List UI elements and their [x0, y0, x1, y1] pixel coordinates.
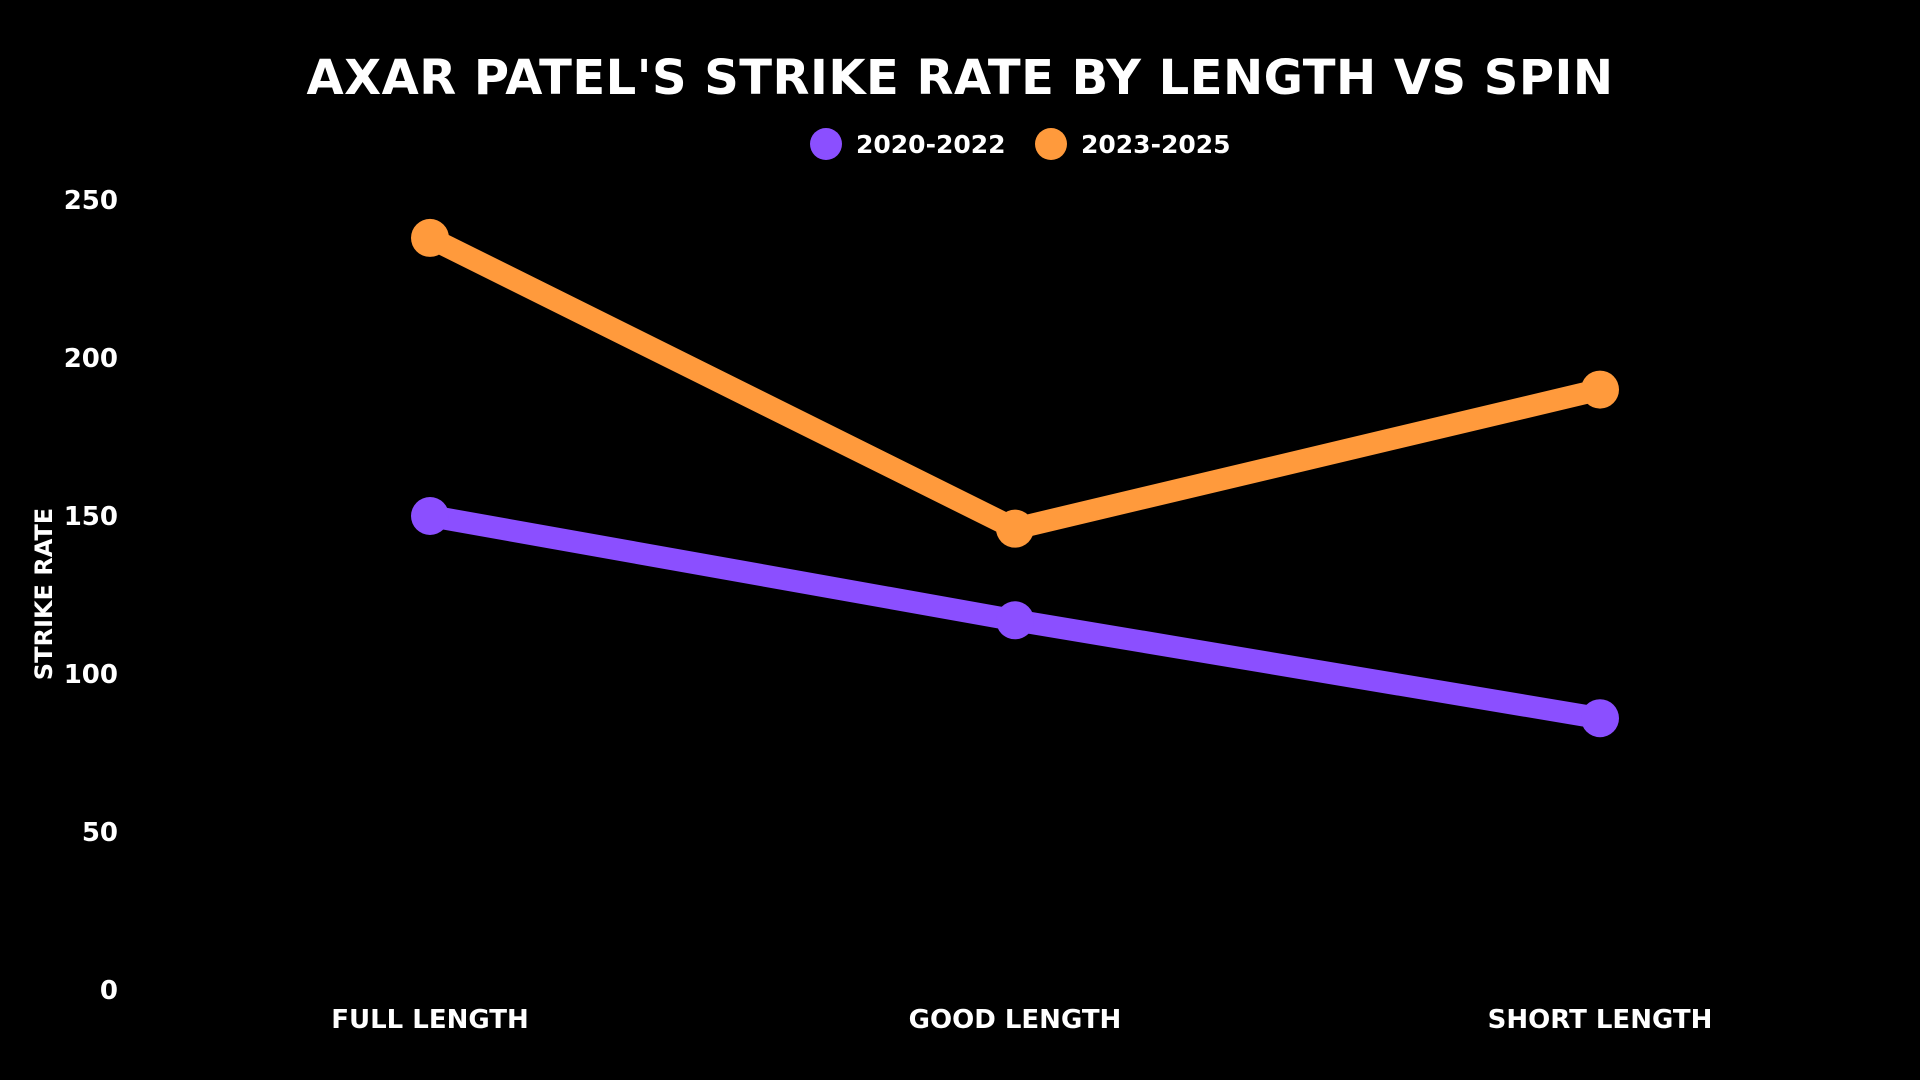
legend-label-2023-2025: 2023-2025 — [1081, 130, 1231, 159]
legend: 2020-2022 2023-2025 — [810, 128, 1231, 160]
data-point-2023-2025-2 — [1581, 370, 1619, 409]
x-axis-ticks: FULL LENGTH GOOD LENGTH SHORT LENGTH — [331, 1005, 1712, 1035]
y-tick-label: 50 — [82, 818, 118, 848]
data-point-2020-2022-2 — [1581, 699, 1619, 738]
legend-item-2020-2022: 2020-2022 — [810, 128, 1006, 160]
x-tick-label: FULL LENGTH — [331, 1005, 529, 1035]
legend-marker-2020-2022 — [810, 128, 842, 160]
legend-item-2023-2025: 2023-2025 — [1035, 128, 1231, 160]
y-axis-label: STRIKE RATE — [30, 508, 58, 680]
data-point-2023-2025-1 — [996, 509, 1034, 548]
data-point-2020-2022-0 — [411, 497, 449, 535]
x-tick-label: SHORT LENGTH — [1488, 1005, 1713, 1035]
legend-marker-2023-2025 — [1035, 128, 1067, 160]
y-tick-label: 200 — [64, 344, 118, 374]
y-tick-label: 250 — [64, 186, 118, 216]
data-point-2023-2025-0 — [411, 218, 449, 257]
y-axis-ticks: 0 50 100 150 200 250 — [64, 186, 118, 1006]
y-tick-label: 100 — [64, 660, 118, 690]
x-tick-label: GOOD LENGTH — [909, 1005, 1122, 1035]
y-tick-label: 150 — [64, 502, 118, 532]
data-point-2020-2022-1 — [996, 601, 1034, 640]
series-points — [411, 218, 1619, 738]
y-tick-label: 0 — [100, 976, 118, 1006]
chart-title: AXAR PATEL'S STRIKE RATE BY LENGTH VS SP… — [306, 50, 1613, 106]
legend-label-2020-2022: 2020-2022 — [856, 130, 1006, 159]
